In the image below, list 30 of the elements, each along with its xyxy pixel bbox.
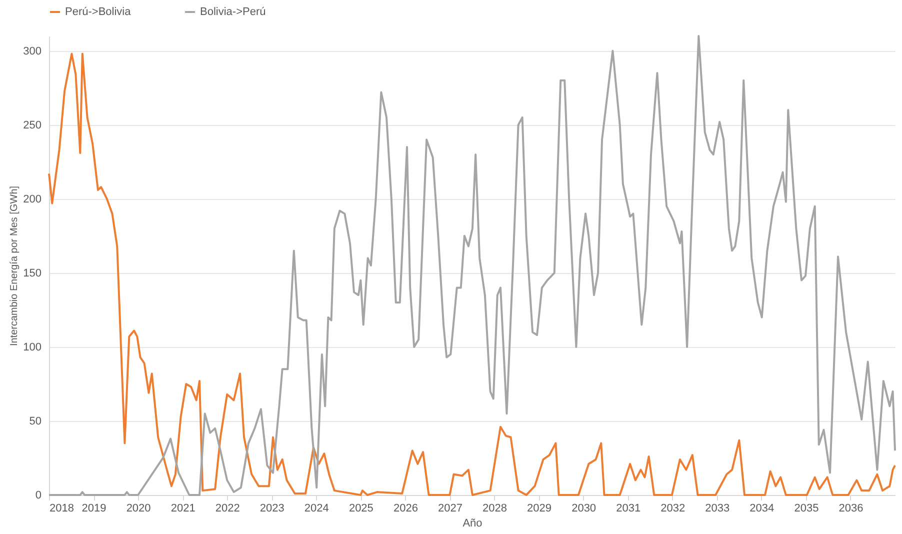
x-tick-label: 2028: [482, 502, 508, 514]
x-tick-label: 2021: [170, 502, 196, 514]
x-tick-label: 2024: [304, 502, 329, 514]
x-tick-label: 2030: [572, 502, 596, 514]
x-tick-label: 2029: [527, 502, 552, 514]
x-axis-title: Año: [462, 518, 482, 530]
y-tick-label: 0: [35, 490, 42, 502]
y-tick-label: 200: [23, 193, 42, 206]
x-tick-label: 2020: [126, 502, 151, 514]
x-tick-label: 2035: [794, 502, 819, 514]
x-tick-label: 2026: [393, 502, 418, 514]
legend-label: Bolivia->Perú: [200, 6, 266, 18]
x-tick-label: 2034: [750, 502, 774, 514]
x-tick-label: 2022: [215, 502, 240, 514]
x-tick-label: 2025: [348, 502, 374, 514]
x-tick-label: 2031: [616, 502, 641, 514]
y-tick-label: 300: [23, 45, 42, 58]
y-tick-label: 100: [23, 341, 42, 354]
x-tick-label: 2023: [260, 502, 284, 514]
x-tick-label: 2033: [705, 502, 730, 514]
x-tick-label: 2036: [838, 502, 864, 514]
x-tick-label: 2027: [438, 502, 462, 514]
y-tick-label: 150: [23, 267, 42, 280]
x-tick-label: 2019: [82, 502, 106, 514]
y-axis-title: Intercambio Energía por Mes [GWh]: [9, 186, 20, 346]
x-tick-label: 2018: [50, 502, 74, 514]
x-tick-label: 2032: [660, 502, 686, 514]
legend-label: Perú->Bolivia: [65, 6, 132, 18]
y-tick-label: 50: [29, 415, 42, 428]
y-tick-label: 250: [23, 119, 42, 132]
